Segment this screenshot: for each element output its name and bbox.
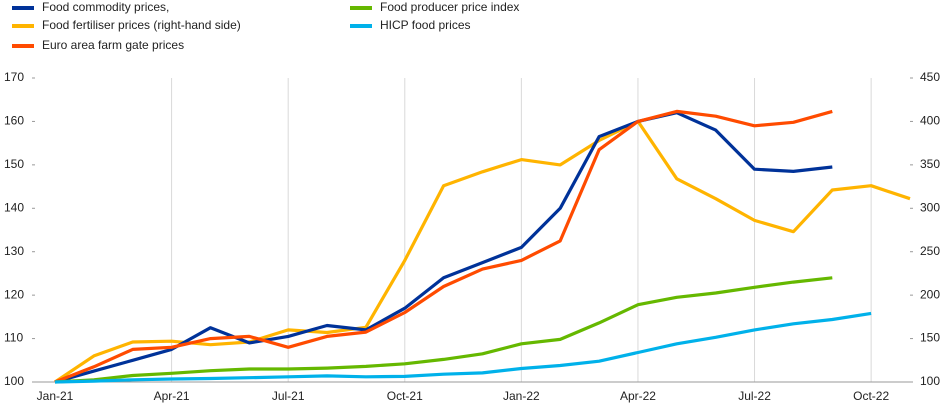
legend-label: HICP food prices — [380, 18, 471, 32]
series-line — [54, 119, 911, 384]
y-tick-label: 170 — [4, 70, 24, 84]
y-tick-label: 150 — [4, 157, 24, 171]
y-tick-label: 160 — [4, 114, 24, 128]
y2-tick-label: 100 — [920, 374, 940, 388]
y-tick-label: 140 — [4, 200, 24, 214]
legend-label: Food commodity prices, — [42, 0, 169, 14]
series-line — [54, 111, 833, 384]
legend-label: Euro area farm gate prices — [42, 38, 184, 52]
y-tick-label: 120 — [4, 287, 24, 301]
y2-tick-label: 450 — [920, 70, 940, 84]
y2-tick-label: 350 — [920, 157, 940, 171]
series-line — [54, 311, 872, 384]
x-tick-label: Oct-22 — [853, 389, 889, 403]
legend-label: Food fertiliser prices (right-hand side) — [42, 18, 241, 32]
y-tick-label: 100 — [4, 374, 24, 388]
legend-label: Food producer price index — [380, 0, 519, 14]
x-tick-label: Jul-22 — [738, 389, 771, 403]
y2-tick-label: 200 — [920, 287, 940, 301]
y2-tick-label: 150 — [920, 331, 940, 345]
x-tick-label: Oct-21 — [387, 389, 423, 403]
x-tick-label: Jan-22 — [503, 389, 540, 403]
x-tick-label: Jul-21 — [272, 389, 305, 403]
x-tick-label: Jan-21 — [37, 389, 74, 403]
x-tick-label: Apr-22 — [620, 389, 656, 403]
x-tick-label: Apr-21 — [154, 389, 190, 403]
y-tick-label: 130 — [4, 244, 24, 258]
y2-tick-label: 250 — [920, 244, 940, 258]
series-line — [54, 276, 833, 384]
series-line — [54, 109, 833, 384]
y2-tick-label: 400 — [920, 114, 940, 128]
y-tick-label: 110 — [4, 331, 23, 345]
y2-tick-label: 300 — [920, 200, 940, 214]
